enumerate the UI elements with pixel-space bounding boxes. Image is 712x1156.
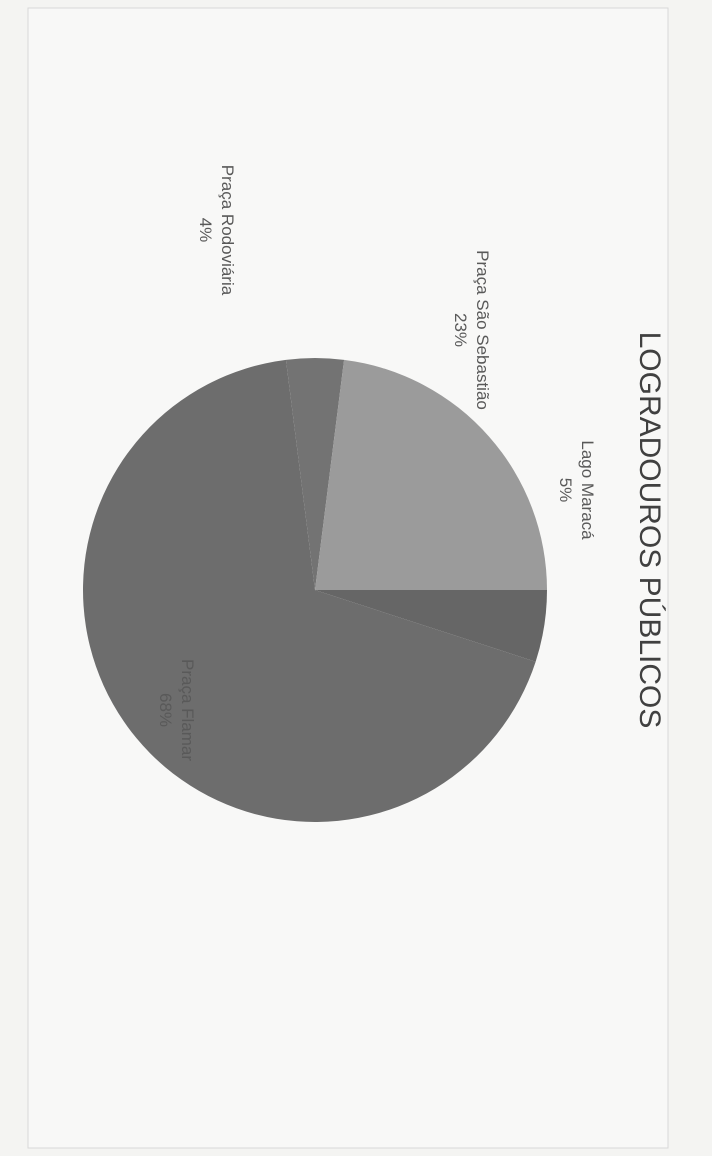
slice-value-label: 68% [156,693,175,727]
slice-value-label: 23% [451,313,470,347]
chart-title: LOGRADOUROS PÚBLICOS [633,332,666,729]
pie-slice [315,590,547,662]
slice-label: Lago Maracá [578,440,597,540]
slice-value-label: 4% [196,218,215,243]
pie-slice [83,359,536,822]
pie-slice [285,358,345,590]
slice-label: Praça Flamar [178,659,197,761]
pie-slice [315,359,547,590]
slice-label: Praça Rodoviária [218,165,237,296]
slice-label: Praça São Sebastião [473,250,492,410]
slice-value-label: 5% [556,478,575,503]
